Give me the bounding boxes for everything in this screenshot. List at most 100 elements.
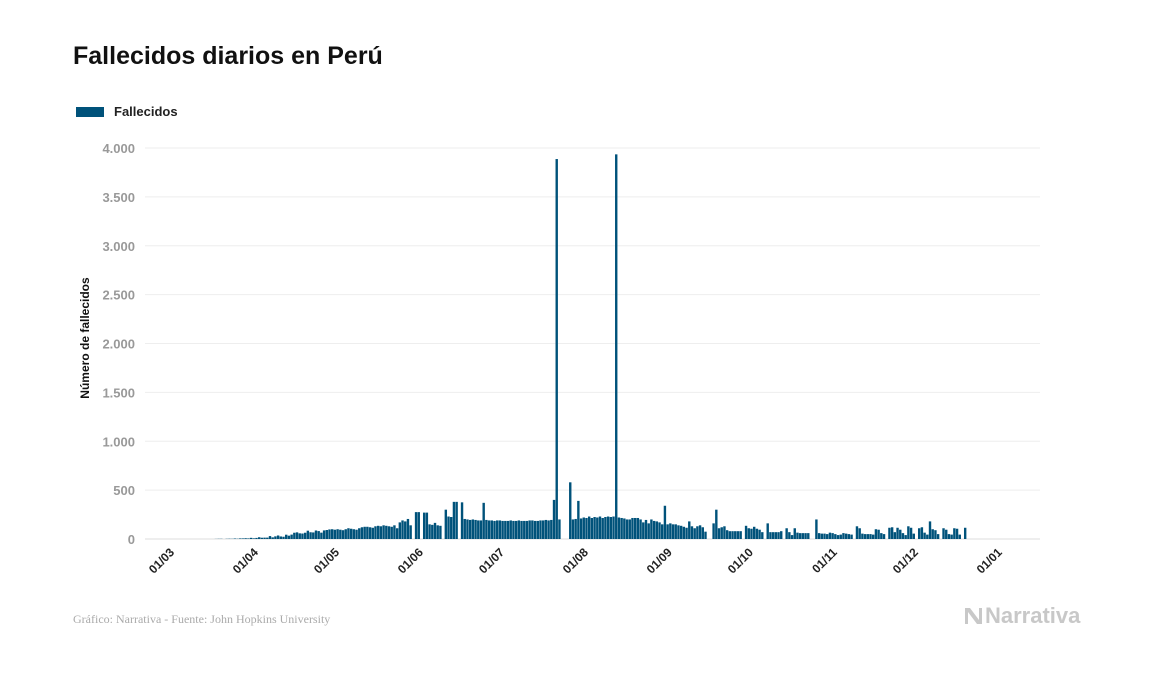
bar [439, 525, 442, 539]
bar [431, 524, 434, 539]
bar [877, 529, 880, 539]
bar [606, 516, 610, 539]
bar [325, 530, 328, 539]
bar [312, 532, 315, 539]
bar [577, 500, 580, 539]
bar [834, 534, 837, 539]
bar [928, 521, 932, 539]
bar [344, 529, 347, 539]
bar [579, 518, 583, 539]
source-note: Gráfico: Narrativa - Fuente: John Hopkin… [73, 612, 331, 626]
bar [963, 527, 967, 539]
bar [379, 526, 383, 539]
bar [477, 520, 480, 539]
bar [923, 532, 926, 539]
bar [596, 517, 599, 539]
legend: Fallecidos [76, 104, 178, 119]
bar [501, 520, 504, 539]
bar [669, 523, 672, 539]
bar [850, 534, 853, 539]
bar [828, 532, 832, 539]
y-tick-label: 0 [128, 532, 135, 547]
x-tick-label: 01/06 [395, 545, 426, 576]
bar [239, 538, 242, 539]
bar [555, 159, 558, 540]
bar [295, 532, 299, 539]
bar [406, 518, 410, 539]
bar [771, 532, 775, 539]
bar [652, 520, 656, 539]
bar [249, 537, 253, 539]
bar [636, 517, 640, 539]
bar [376, 525, 380, 539]
bar [790, 535, 794, 539]
bar [815, 519, 818, 539]
bar [374, 526, 377, 539]
bar [339, 529, 342, 539]
bar [796, 532, 799, 539]
bar [260, 537, 264, 539]
bar [482, 502, 485, 539]
bar [774, 532, 778, 539]
bar [409, 525, 412, 539]
bar [704, 531, 707, 539]
bar [536, 520, 539, 539]
bar [282, 536, 285, 539]
bar [842, 533, 845, 539]
bar [317, 531, 320, 539]
bar [780, 531, 783, 539]
x-tick-label: 01/08 [560, 545, 591, 576]
bar [263, 537, 266, 539]
bar [257, 537, 261, 539]
bar [604, 517, 607, 539]
bar [712, 523, 715, 539]
y-tick-label: 4.000 [102, 141, 135, 156]
bar [880, 533, 883, 539]
bar [279, 536, 283, 539]
bar [888, 527, 891, 539]
bar [717, 528, 721, 539]
bar [450, 517, 453, 539]
bar [525, 520, 529, 539]
bar [631, 517, 634, 539]
bar [598, 516, 602, 539]
bar [766, 523, 769, 539]
bar [947, 534, 951, 539]
x-tick-label: 01/11 [809, 545, 840, 576]
bar [617, 517, 621, 539]
y-tick-label: 1.500 [102, 385, 135, 400]
bar [571, 519, 575, 539]
bar [349, 528, 353, 539]
bar [872, 534, 875, 539]
bar [306, 530, 310, 539]
bar [347, 528, 350, 539]
bar [531, 520, 534, 539]
bar [863, 534, 867, 539]
y-tick-label: 2.000 [102, 337, 135, 352]
bar [858, 528, 861, 539]
bar [690, 526, 694, 539]
bar [533, 520, 537, 539]
bar [601, 517, 604, 539]
bar [539, 520, 542, 539]
bar [395, 528, 399, 539]
bar [861, 533, 864, 539]
bar [569, 482, 572, 539]
bar [574, 518, 577, 539]
bar [820, 533, 824, 539]
bar [758, 529, 761, 539]
bar [625, 519, 629, 539]
y-tick-label: 3.500 [102, 190, 135, 205]
y-tick-label: 500 [113, 483, 135, 498]
bar [953, 528, 956, 539]
bar [736, 531, 740, 539]
bar [274, 536, 277, 539]
bar [287, 535, 291, 539]
bar [452, 501, 456, 539]
bar [585, 517, 588, 539]
bar [398, 522, 402, 539]
bar [934, 530, 937, 539]
bar [926, 534, 929, 539]
bar [628, 519, 631, 539]
bar [685, 527, 688, 539]
